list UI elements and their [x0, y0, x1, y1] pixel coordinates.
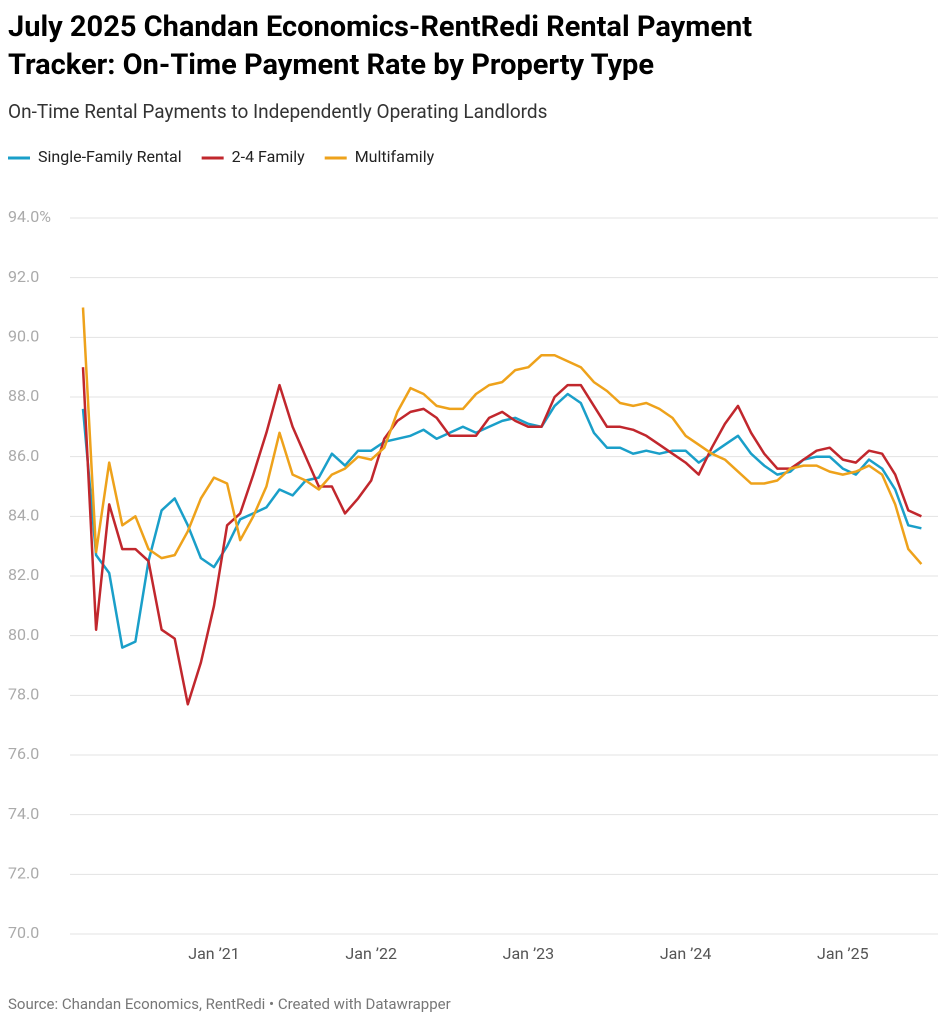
y-tick-label: 88.0 — [8, 386, 39, 405]
y-tick-label: 74.0 — [8, 804, 39, 823]
y-tick-label: 72.0 — [8, 864, 39, 883]
chart-subtitle: On-Time Rental Payments to Independently… — [8, 100, 547, 123]
y-tick-label: 82.0 — [8, 565, 39, 584]
series-line — [81, 307, 923, 565]
series-line — [81, 367, 922, 706]
x-tick-label: Jan ’25 — [817, 944, 869, 963]
legend-label: 2-4 Family — [232, 147, 305, 166]
source: Source: Chandan Economics, RentRedi • Cr… — [8, 995, 451, 1013]
y-tick-label: 80.0 — [8, 625, 39, 644]
x-tick-label: Jan ’22 — [345, 944, 397, 963]
y-tick-label: 70.0 — [8, 923, 39, 942]
y-tick-label: 92.0 — [8, 267, 39, 286]
chart-title: July 2025 Chandan Economics-RentRedi Ren… — [8, 10, 752, 82]
y-tick-label: 86.0 — [8, 446, 39, 465]
x-tick-label: Jan ’21 — [188, 944, 240, 963]
y-tick-label: 84.0 — [8, 506, 39, 525]
y-tick-label: 76.0 — [8, 744, 39, 763]
legend-label: Single-Family Rental — [38, 147, 182, 166]
x-tick-label: Jan ’23 — [503, 944, 555, 963]
y-tick-label: 78.0 — [8, 685, 39, 704]
legend-label: Multifamily — [355, 147, 435, 166]
y-tick-label: 94.0% — [8, 207, 51, 226]
x-tick-label: Jan ’24 — [660, 944, 712, 963]
y-tick-label: 90.0 — [8, 327, 39, 346]
